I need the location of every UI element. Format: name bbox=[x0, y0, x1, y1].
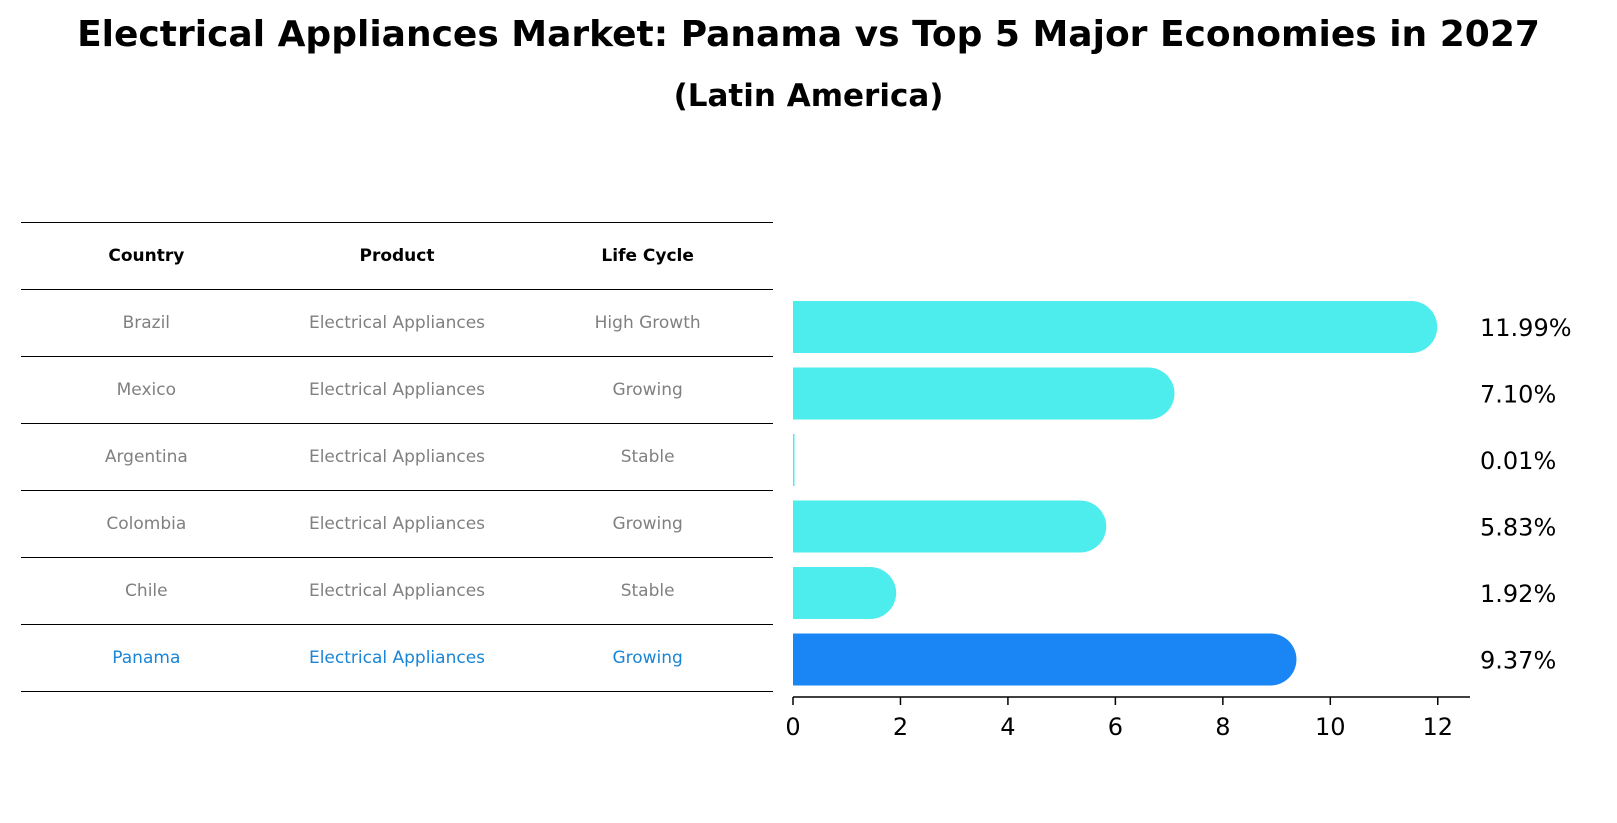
cell-life-cycle: Growing bbox=[522, 624, 773, 692]
header-product: Product bbox=[271, 222, 523, 290]
value-label: 11.99% bbox=[1480, 314, 1572, 342]
table-row: Colombia Electrical Appliances Growing bbox=[21, 490, 773, 558]
x-tick-label: 8 bbox=[1215, 713, 1230, 741]
value-label: 5.83% bbox=[1480, 514, 1556, 542]
info-table: Country Product Life Cycle Brazil Electr… bbox=[21, 222, 773, 692]
x-tick-label: 10 bbox=[1315, 713, 1346, 741]
cell-life-cycle: High Growth bbox=[522, 289, 773, 357]
value-label: 7.10% bbox=[1480, 381, 1556, 409]
cell-life-cycle: Growing bbox=[522, 356, 773, 424]
bar-mexico bbox=[793, 367, 1175, 420]
table-row: Chile Electrical Appliances Stable bbox=[21, 557, 773, 625]
cell-life-cycle: Stable bbox=[522, 557, 773, 625]
chart-title: Electrical Appliances Market: Panama vs … bbox=[77, 14, 1540, 55]
cell-product: Electrical Appliances bbox=[271, 490, 523, 558]
cell-life-cycle: Growing bbox=[522, 490, 773, 558]
bar-brazil bbox=[793, 301, 1438, 353]
cell-product: Electrical Appliances bbox=[271, 356, 523, 424]
table-row: Brazil Electrical Appliances High Growth bbox=[21, 289, 773, 357]
cell-country: Mexico bbox=[21, 356, 272, 424]
cell-country: Chile bbox=[21, 557, 272, 625]
value-label: 0.01% bbox=[1480, 447, 1556, 475]
header-country: Country bbox=[21, 222, 272, 290]
value-label: 1.92% bbox=[1480, 580, 1556, 608]
cell-product: Electrical Appliances bbox=[271, 423, 523, 491]
value-label: 9.37% bbox=[1480, 647, 1556, 675]
bar-chile bbox=[793, 567, 897, 619]
bar-argentina bbox=[793, 434, 795, 486]
cell-country: Brazil bbox=[21, 289, 272, 357]
cell-product: Electrical Appliances bbox=[271, 289, 523, 357]
chart-subtitle: (Latin America) bbox=[673, 78, 944, 114]
table-row: Argentina Electrical Appliances Stable bbox=[21, 423, 773, 491]
bar-colombia bbox=[793, 500, 1107, 553]
bar-panama bbox=[793, 633, 1297, 686]
header-life-cycle: Life Cycle bbox=[522, 222, 773, 290]
table-row-highlight: Panama Electrical Appliances Growing bbox=[21, 624, 773, 692]
x-tick-label: 0 bbox=[785, 713, 800, 741]
cell-country: Argentina bbox=[21, 423, 272, 491]
x-tick-label: 12 bbox=[1422, 713, 1453, 741]
x-tick-label: 2 bbox=[893, 713, 908, 741]
table-row: Mexico Electrical Appliances Growing bbox=[21, 356, 773, 424]
table-header-row: Country Product Life Cycle bbox=[21, 222, 773, 290]
cell-country: Colombia bbox=[21, 490, 272, 558]
cell-product: Electrical Appliances bbox=[271, 624, 523, 692]
x-tick-label: 6 bbox=[1108, 713, 1123, 741]
x-tick-label: 4 bbox=[1000, 713, 1015, 741]
cell-life-cycle: Stable bbox=[522, 423, 773, 491]
cell-country: Panama bbox=[21, 624, 272, 692]
